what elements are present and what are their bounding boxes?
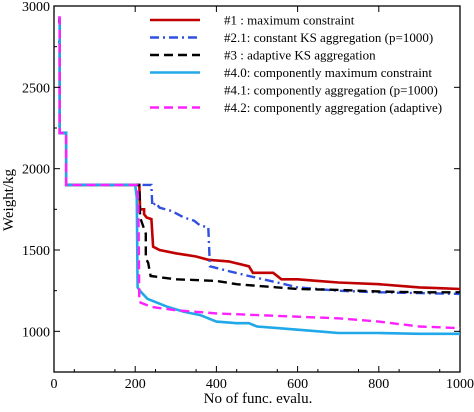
legend: #1 : maximum constraint #2.1: constant KS… [150, 13, 442, 115]
y-tick-label: 3000 [22, 0, 50, 15]
x-axis-title: No of func. evalu. [204, 391, 313, 407]
legend-label-3: #4.0: componently maximum constraint [224, 65, 432, 80]
legend-label-1: #2.1: constant KS aggregation (p=1000) [224, 30, 433, 45]
x-tick-label: 1000 [446, 377, 474, 392]
x-tick-label: 800 [368, 377, 389, 392]
x-tick-label: 400 [206, 377, 227, 392]
legend-label-5: #4.2: componently aggregation (adaptive) [224, 100, 442, 115]
legend-label-4: #4.1: componently aggregation (p=1000) [224, 83, 438, 98]
y-tick-label: 2500 [22, 81, 50, 96]
y-tick-label: 1500 [22, 244, 50, 259]
series-layer [58, 16, 461, 336]
series-line-5 [58, 16, 461, 330]
plot-area-frame [53, 5, 461, 373]
x-tick-label: 0 [51, 377, 58, 392]
x-tick-label: 200 [125, 377, 146, 392]
tick-layer: 0 200 400 600 800 1000 1000 1500 2000 2500 3000 [22, 0, 474, 392]
x-tick-label: 600 [287, 377, 308, 392]
y-tick-label: 1000 [22, 325, 50, 340]
y-tick-label: 2000 [22, 163, 50, 178]
legend-label-2: #3 : adaptive KS aggregation [224, 48, 376, 63]
legend-label-0: #1 : maximum constraint [224, 13, 355, 28]
series-line-3 [58, 17, 460, 336]
y-axis-title: Weight/kg [1, 168, 17, 231]
